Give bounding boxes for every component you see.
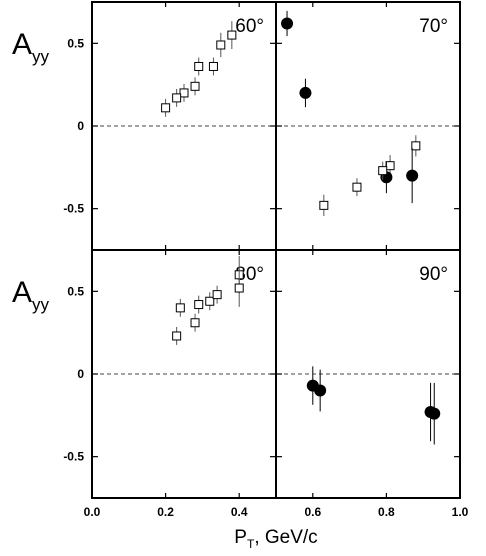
filled-circle-point: [406, 169, 419, 182]
filled-circle-point: [428, 407, 441, 420]
open-square-point: [216, 40, 226, 50]
y-tick-label: -0.5: [63, 450, 84, 464]
angle-label: 90°: [419, 264, 448, 285]
y-tick-label: 0: [77, 367, 84, 381]
open-square-point: [161, 103, 171, 113]
open-square-point: [411, 141, 421, 151]
open-square-point: [194, 61, 204, 71]
angle-label: 80°: [235, 264, 264, 285]
open-square-point: [190, 318, 200, 328]
x-tick-label: 0.2: [157, 505, 174, 519]
open-square-point: [190, 81, 200, 91]
panel-4: 90°: [175, 249, 461, 499]
open-square-point: [234, 283, 244, 293]
open-square-point: [179, 88, 189, 98]
open-square-point: [205, 296, 215, 306]
x-axis-title: PT, GeV/c: [234, 527, 317, 551]
open-square-point: [227, 30, 237, 40]
angle-label: 70°: [419, 16, 448, 37]
filled-circle-point: [314, 384, 327, 397]
x-tick-label: 0.6: [304, 505, 321, 519]
x-tick-label: 0.0: [84, 505, 101, 519]
open-square-point: [208, 61, 218, 71]
open-square-point: [172, 93, 182, 103]
open-square-point: [175, 303, 185, 313]
y-tick-label: 0.5: [67, 36, 84, 50]
x-tick-label: 0.8: [378, 505, 395, 519]
y-axis-title: Ayy: [12, 276, 50, 314]
filled-circle-point: [281, 17, 294, 30]
panel-3: 0.5 0 -0.5 80°: [63, 249, 437, 499]
open-square-point: [194, 300, 204, 310]
panels-group: 0.5 0 -0.5 60° 70° 0.5 0 -0.5 80° 90°: [63, 1, 461, 499]
x-tick-label: 1.0: [452, 505, 469, 519]
filled-circle-point: [299, 86, 312, 99]
y-tick-label: 0.5: [67, 284, 84, 298]
y-axis-title: Ayy: [12, 28, 50, 66]
angle-label: 60°: [235, 16, 264, 37]
open-square-point: [385, 161, 395, 171]
x-tick-label: 0.4: [231, 505, 248, 519]
axis-labels-group: 0.0 0.2 0.4 0.6 0.8 1.0 Ayy Ayy PT, GeV/c: [12, 28, 469, 551]
open-square-point: [172, 331, 182, 341]
open-square-point: [352, 182, 362, 192]
open-square-point: [212, 290, 222, 300]
open-square-point: [378, 166, 388, 176]
y-tick-label: -0.5: [63, 202, 84, 216]
open-square-point: [319, 200, 329, 210]
y-tick-label: 0: [77, 119, 84, 133]
